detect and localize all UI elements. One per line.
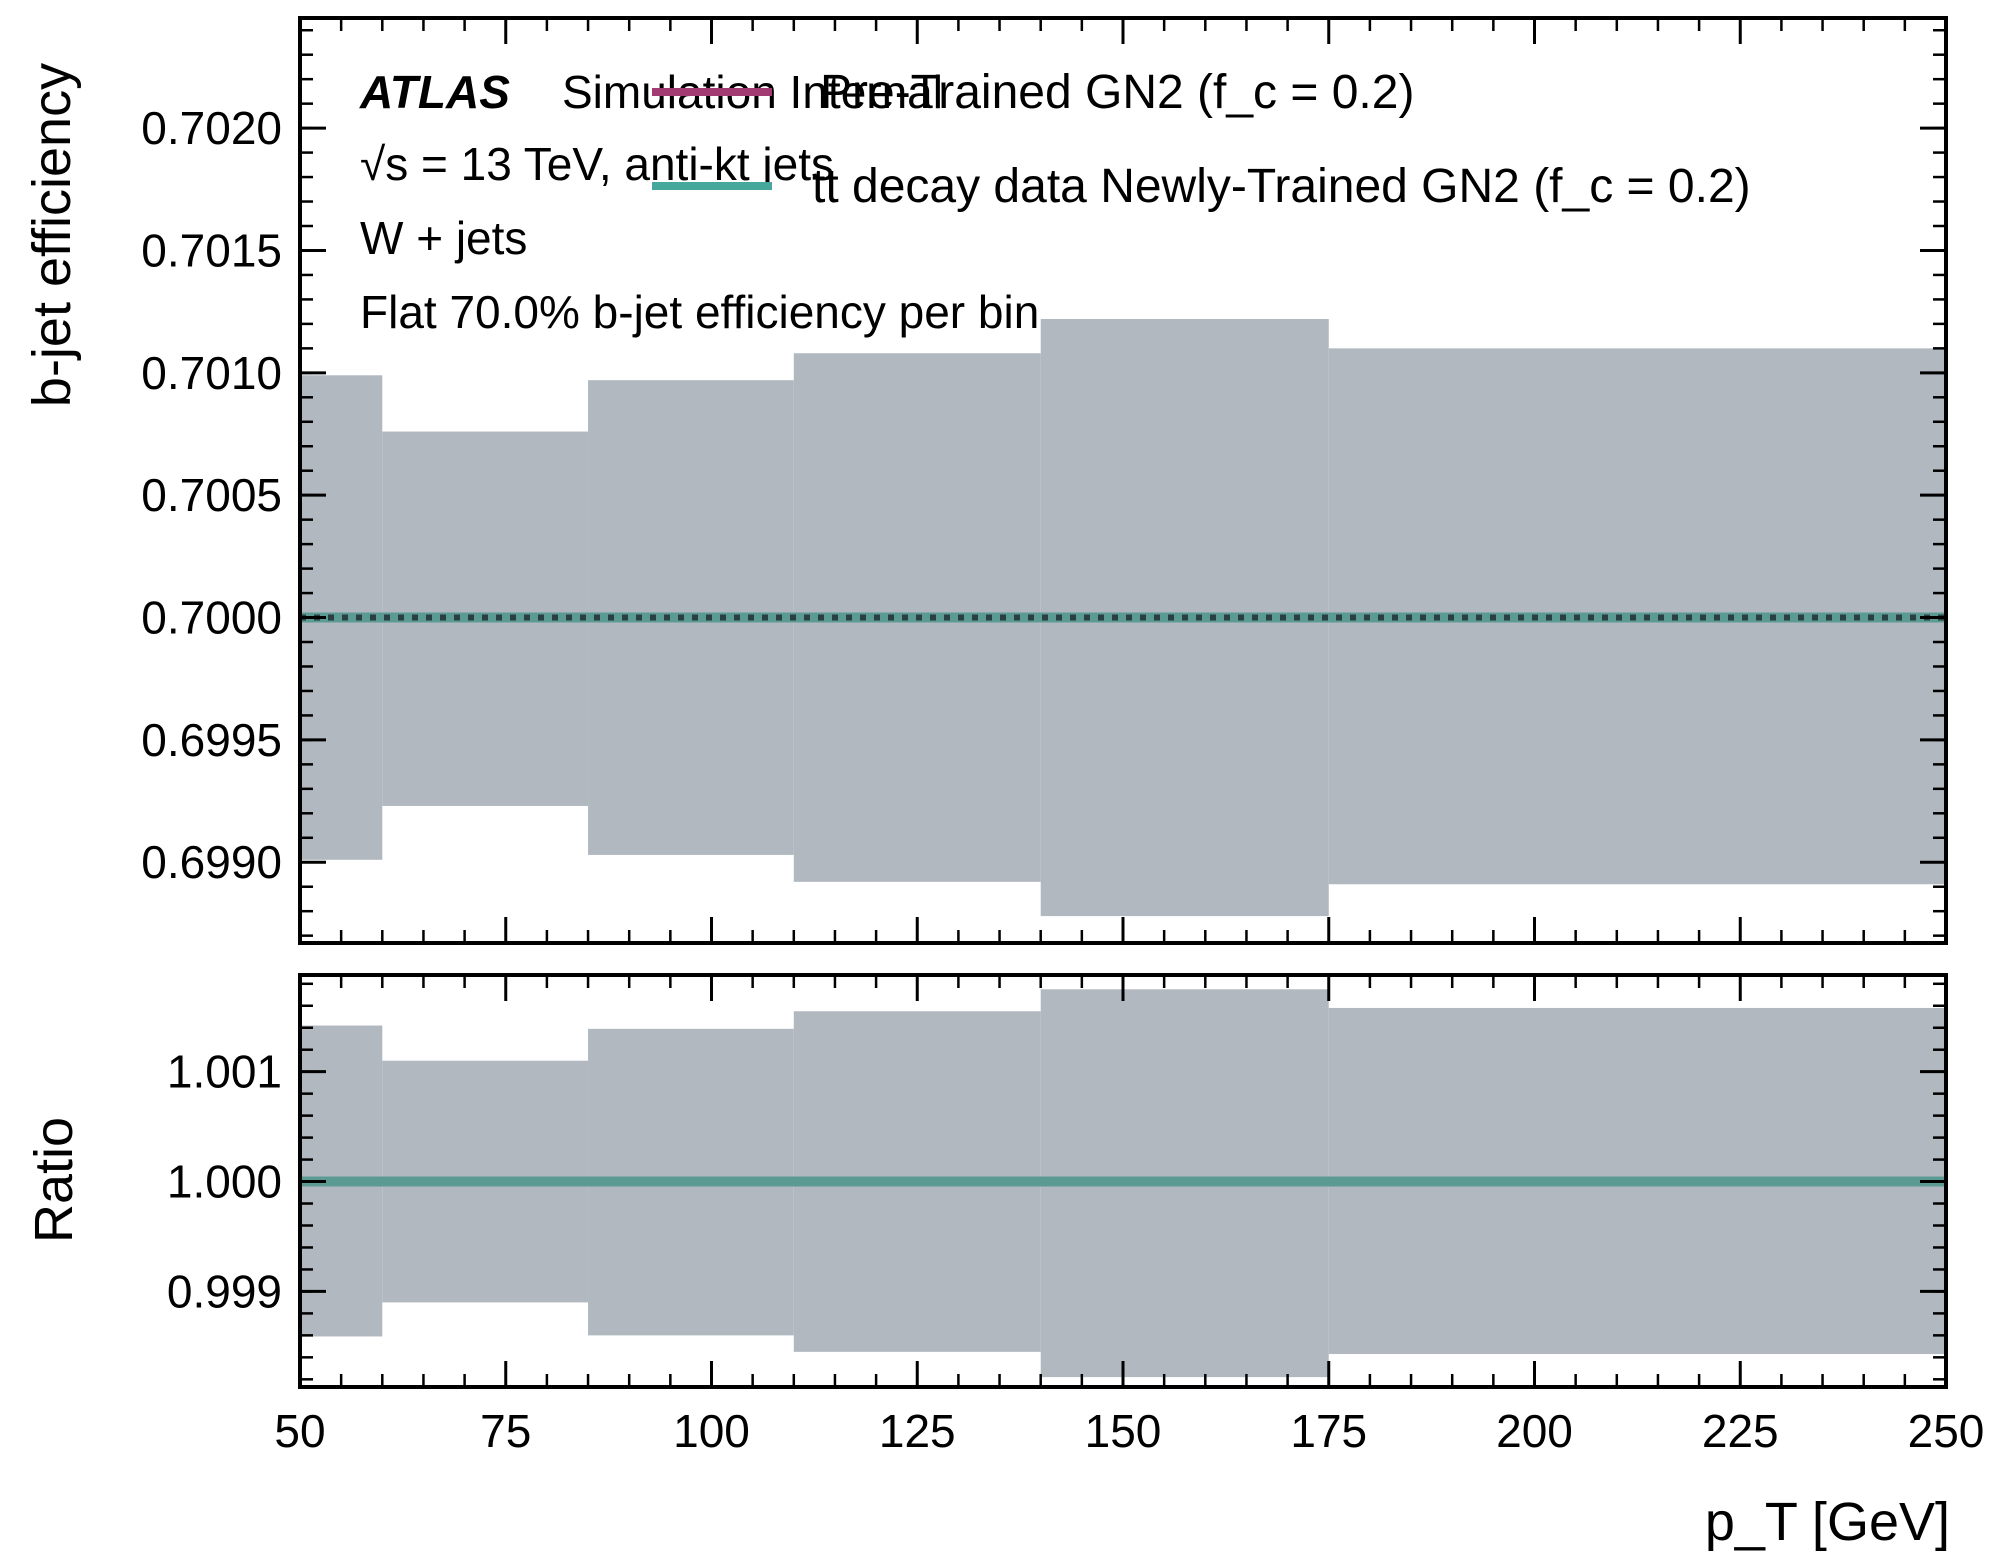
top-y-tick-label-2: 0.7000 — [141, 592, 282, 644]
x-tick-label-2: 100 — [673, 1405, 750, 1457]
x-tick-label-7: 225 — [1702, 1405, 1779, 1457]
x-tick-label-6: 200 — [1496, 1405, 1573, 1457]
sample-label: W + jets — [360, 212, 527, 264]
top-y-tick-label-4: 0.7010 — [141, 347, 282, 399]
ratio-y-tick-labels: 0.999 1.000 1.001 — [167, 1046, 282, 1318]
ratio-panel-frame — [298, 973, 1948, 1389]
x-axis-title: p_T [GeV] — [1705, 1492, 1950, 1552]
top-y-tick-labels: 0.6990 0.6995 0.7000 0.7005 0.7010 0.7015 0.70… — [141, 102, 282, 888]
x-tick-label-1: 75 — [480, 1405, 531, 1457]
top-y-tick-label-6: 0.7020 — [141, 102, 282, 154]
top-y-tick-label-5: 0.7015 — [141, 224, 282, 276]
x-tick-label-3: 125 — [879, 1405, 956, 1457]
top-axis-ticks — [298, 18, 1948, 943]
working-point-label: Flat 70.0% b-jet efficiency per bin — [360, 286, 1039, 338]
ratio-y-axis-title: Ratio — [24, 1117, 84, 1243]
top-y-tick-label-1: 0.6995 — [141, 714, 282, 766]
top-y-axis-title: b-jet efficiency — [22, 63, 82, 407]
x-tick-label-4: 150 — [1085, 1405, 1162, 1457]
top-y-tick-label-3: 0.7005 — [141, 469, 282, 521]
x-tick-label-8: 250 — [1908, 1405, 1985, 1457]
x-tick-label-0: 50 — [274, 1405, 325, 1457]
top-y-tick-label-0: 0.6990 — [141, 836, 282, 888]
x-tick-labels: 50 75 100 125 150 175 200 225 250 — [274, 1405, 1984, 1457]
x-tick-label-5: 175 — [1290, 1405, 1367, 1457]
legend-label-pretrained: Pre-Trained GN2 (f_c = 0.2) — [820, 66, 1414, 119]
legend-label-newly-trained: tt decay data Newly-Trained GN2 (f_c = 0… — [812, 160, 1751, 213]
energy-label: √s = 13 TeV, anti-kt jets — [360, 138, 834, 190]
atlas-label: ATLAS — [359, 66, 510, 118]
top-panel-frame — [298, 16, 1948, 945]
ratio-y-tick-label-1: 1.000 — [167, 1156, 282, 1208]
legend: Pre-Trained GN2 (f_c = 0.2) tt decay dat… — [652, 66, 1751, 213]
ratio-y-tick-label-2: 1.001 — [167, 1046, 282, 1098]
ratio-y-tick-label-0: 0.999 — [167, 1265, 282, 1317]
